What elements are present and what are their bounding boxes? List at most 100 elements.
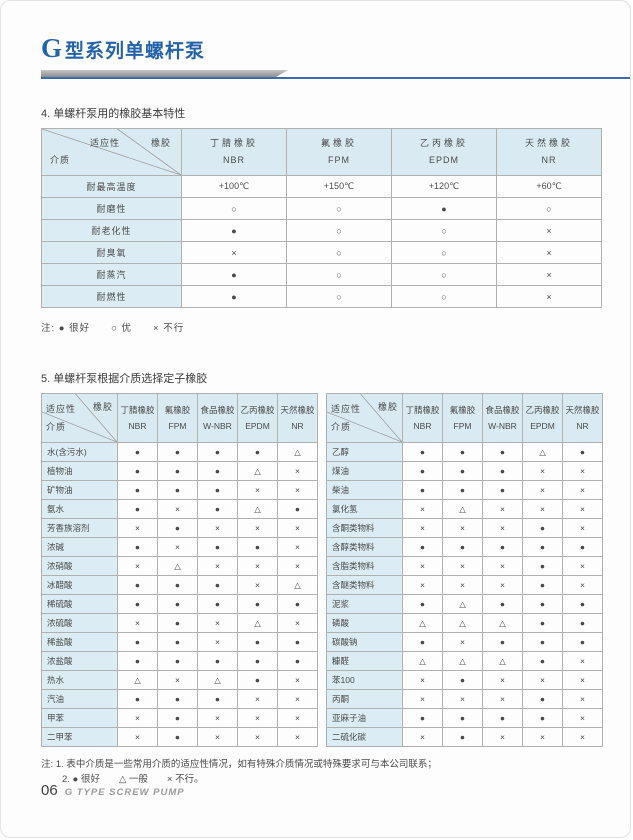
rating-symbol: ● — [391, 197, 497, 220]
medium-label: 乙醇 — [326, 442, 403, 462]
rating-symbol: ● — [197, 594, 238, 614]
column-code: NR — [576, 421, 589, 431]
column-header: 乙丙橡胶 EPDM — [237, 393, 278, 443]
rating-symbol: △ — [442, 594, 483, 614]
column-header: 氟橡胶 FPM — [442, 393, 483, 443]
rating-symbol: × — [496, 263, 602, 286]
table-row: 泥浆 ● △ ● ● ● — [326, 594, 603, 614]
rating-symbol: ● — [562, 632, 603, 652]
column-name: 食品橡胶 — [485, 404, 520, 415]
rating-symbol: ● — [237, 670, 278, 690]
rating-symbol: ● — [237, 651, 278, 671]
column-header: 氟橡胶 FPM — [286, 128, 392, 176]
rating-symbol: ● — [442, 442, 483, 462]
table-row: 二硫化碳 × ● × × × — [326, 727, 603, 747]
column-name: 食品橡胶 — [200, 404, 235, 415]
table-row: 氯化氢 × △ × × × — [326, 499, 603, 519]
rating-symbol: × — [277, 518, 318, 538]
rating-symbol: ● — [197, 575, 238, 595]
medium-label: 浓硫酸 — [41, 613, 118, 633]
rating-symbol: × — [442, 689, 483, 709]
rating-symbol: × — [562, 556, 603, 576]
rating-symbol: × — [402, 556, 443, 576]
table-header-row: 适应性 橡胶 介质 丁腈橡胶 NBR 氟橡胶 FPM 食品橡胶 W-NBR 乙丙橡胶 EPDM 天然橡… — [326, 393, 603, 443]
temperature-value: +60℃ — [496, 175, 602, 198]
rating-symbol: × — [482, 499, 523, 519]
table-row: 植物油 ● ● ● △ × — [41, 461, 318, 481]
page-header: G 型系列单螺杆泵 — [41, 35, 630, 81]
rating-symbol: ● — [482, 708, 523, 728]
page-number: 06 — [41, 782, 58, 799]
table-row: 矿物油 ● ● ● × × — [41, 480, 318, 500]
rating-symbol: ○ — [391, 219, 497, 242]
corner-label-medium: 介质 — [46, 421, 67, 432]
column-name: 氟橡胶 — [320, 137, 357, 148]
rating-symbol: ○ — [496, 197, 602, 220]
table-row: 碳酸钠 ● × ● ● ● — [326, 632, 603, 652]
rating-symbol: × — [402, 575, 443, 595]
rubber-properties-table: 适应性 橡胶 介质 丁腈橡胶 NBR 氟橡胶 FPM 乙丙橡胶 EPDM 天然橡胶 NR 耐最… — [41, 128, 602, 308]
column-name: 天然橡胶 — [565, 404, 600, 415]
rating-symbol: △ — [402, 651, 443, 671]
rating-symbol: × — [562, 575, 603, 595]
rating-symbol: ○ — [286, 219, 392, 242]
rating-symbol: ● — [442, 480, 483, 500]
rating-symbol: × — [237, 480, 278, 500]
rating-symbol: × — [237, 575, 278, 595]
rating-symbol: ● — [442, 708, 483, 728]
rating-symbol: ● — [522, 613, 563, 633]
rating-symbol: ● — [117, 537, 158, 557]
column-name: 乙丙橡胶 — [419, 137, 468, 148]
table-row: 磷酸 △ △ △ ● ● — [326, 613, 603, 633]
rating-symbol: △ — [402, 613, 443, 633]
rating-symbol: ○ — [286, 241, 392, 264]
rating-symbol: ● — [562, 594, 603, 614]
table-row: 氨水 ● × ● △ ● — [41, 499, 318, 519]
rating-symbol: ● — [157, 594, 198, 614]
rating-symbol: △ — [277, 442, 318, 462]
column-code: W-NBR — [203, 421, 232, 431]
rating-symbol: ● — [117, 689, 158, 709]
rating-symbol: ● — [181, 285, 287, 308]
rating-symbol: ● — [277, 651, 318, 671]
rating-symbol: ● — [482, 461, 523, 481]
section5-heading: 5. 单螺杆泵根据介质选择定子橡胶 — [41, 373, 208, 385]
medium-label: 碳酸钠 — [326, 632, 403, 652]
table-row: 稀盐酸 ● ● × ● ● — [41, 632, 318, 652]
rating-symbol: ● — [157, 727, 198, 747]
table-row: 浓硫酸 × ● × △ × — [41, 613, 318, 633]
table-row: 耐燃性 ● ○ ○ × — [41, 285, 602, 308]
rating-symbol: ● — [197, 651, 238, 671]
column-code: NBR — [128, 421, 147, 431]
medium-label: 冰醋酸 — [41, 575, 118, 595]
rating-symbol: ● — [522, 575, 563, 595]
rating-symbol: × — [197, 632, 238, 652]
column-name: 天然橡胶 — [524, 137, 573, 148]
page-title: G 型系列单螺杆泵 — [41, 35, 597, 62]
column-code: FPM — [328, 155, 350, 165]
rating-symbol: ● — [522, 651, 563, 671]
rating-symbol: ● — [442, 461, 483, 481]
row-label: 耐磨性 — [41, 197, 182, 220]
table-header-row: 适应性 橡胶 介质 丁腈橡胶 NBR 氟橡胶 FPM 乙丙橡胶 EPDM 天然橡胶 NR — [41, 128, 602, 176]
table2-notes: 注: 1. 表中介质是一些常用介质的适应性情况，如有特殊介质情况或特殊要求可与本… — [41, 757, 630, 787]
row-label: 耐最高温度 — [41, 175, 182, 198]
rating-symbol: × — [442, 518, 483, 538]
rating-symbol: × — [157, 499, 198, 519]
rating-symbol: × — [402, 670, 443, 690]
medium-label: 甲苯 — [41, 708, 118, 728]
rating-symbol: × — [482, 727, 523, 747]
rating-symbol: ● — [482, 594, 523, 614]
medium-label: 二甲苯 — [41, 727, 118, 747]
column-header: 天然橡胶 NR — [562, 393, 603, 443]
table-row: 浓硝酸 × △ × × × — [41, 556, 318, 576]
table-row: 柴油 ● ● ● × × — [326, 480, 603, 500]
rating-symbol: ○ — [286, 263, 392, 286]
medium-label: 泥浆 — [326, 594, 403, 614]
rating-symbol: × — [197, 708, 238, 728]
rating-symbol: ● — [442, 537, 483, 557]
table1-legend: 注: ● 很好 ○ 优 × 不行 — [41, 323, 185, 334]
table-row: 含醚类物料 × × × ● × — [326, 575, 603, 595]
corner-label-applicability: 适应性 — [46, 404, 77, 414]
column-code: NR — [291, 421, 304, 431]
